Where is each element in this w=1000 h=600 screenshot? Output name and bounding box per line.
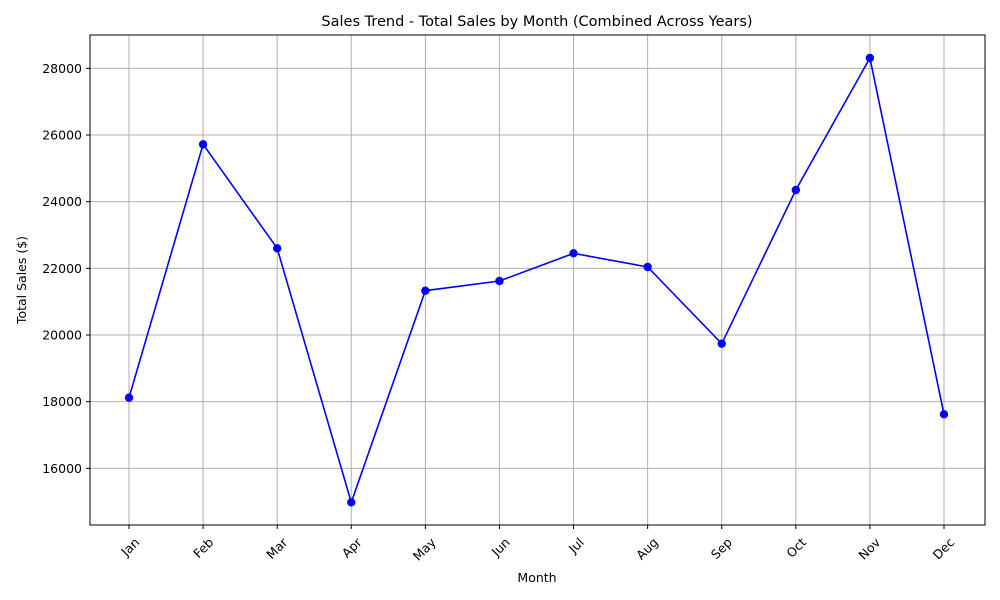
x-tick-label: Jul [565,535,587,557]
y-gridlines [90,67,985,469]
y-tick-label: 18000 [42,394,82,409]
x-axis-ticks: Jan Feb Mar Apr May Jun Jul Aug Sep Oct Nov Dec [117,525,957,564]
y-tick-label: 24000 [42,194,82,209]
y-tick-label: 16000 [42,461,82,476]
plot-frame [89,34,986,526]
x-gridlines [128,35,945,525]
series-line [128,55,945,505]
x-tick-label: Sep [708,535,735,562]
data-point [495,276,504,286]
data-point [865,53,875,63]
data-point [421,286,430,295]
y-tick-label: 22000 [42,261,82,276]
y-axis-ticks: 16000 18000 20000 22000 24000 26000 28000 [42,61,90,476]
data-point [272,244,282,253]
chart-title: Sales Trend - Total Sales by Month (Comb… [321,14,752,30]
y-tick-label: 20000 [42,328,82,343]
data-point [124,393,134,402]
x-tick-label: Mar [263,534,291,562]
y-axis-label: Total Sales ($) [14,236,29,325]
data-point [717,339,726,348]
x-tick-label: Oct [783,535,809,561]
data-point [569,249,578,258]
x-axis-label: Month [517,570,556,585]
x-tick-label: Feb [190,535,216,561]
x-tick-label: Dec [930,535,958,563]
series-layer [124,53,949,507]
x-tick-label: Aug [633,535,661,563]
data-point [643,262,652,272]
x-tick-label: May [410,534,439,563]
x-tick-label: Jun [488,535,513,560]
x-tick-label: Nov [855,534,883,562]
x-tick-label: Jan [117,535,142,560]
y-tick-label: 28000 [42,61,82,76]
x-tick-label: Apr [339,534,366,561]
y-tick-label: 26000 [42,128,82,143]
data-point [791,185,801,195]
data-point [198,140,208,149]
data-point [939,410,949,419]
data-point [347,498,356,507]
